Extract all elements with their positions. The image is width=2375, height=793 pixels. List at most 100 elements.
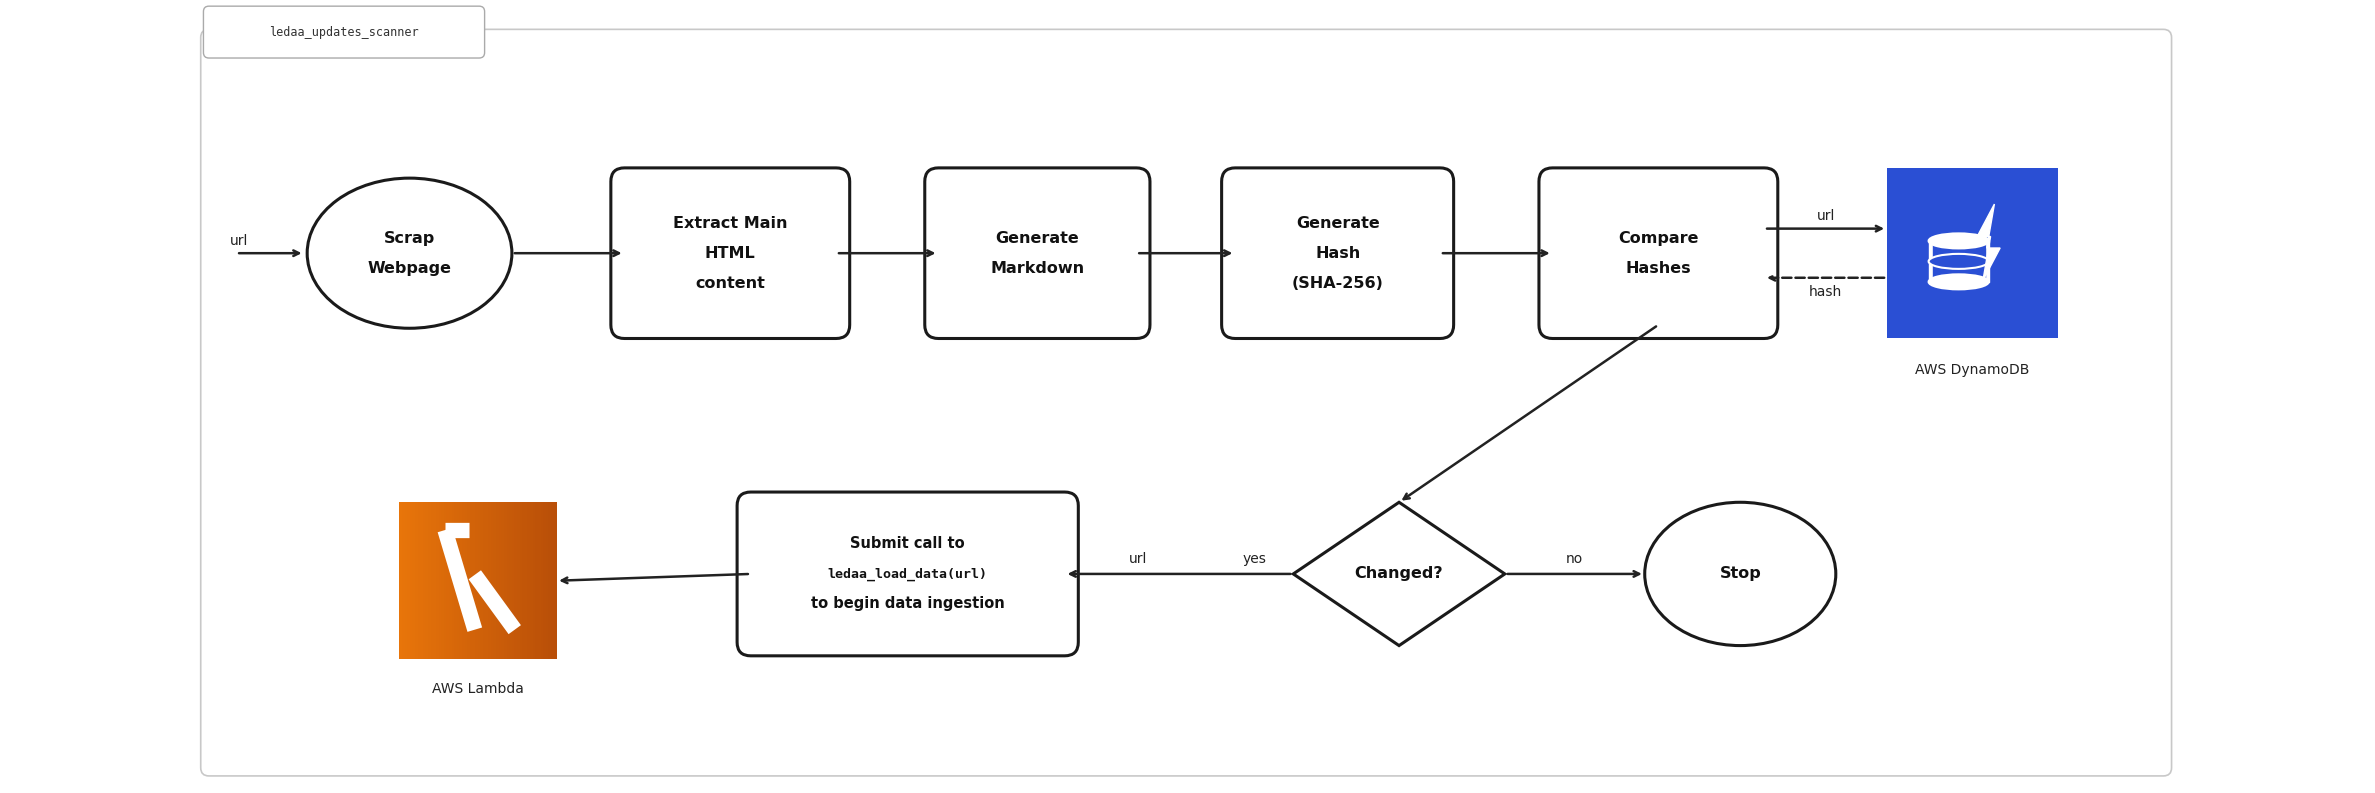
Bar: [532, 502, 537, 659]
FancyBboxPatch shape: [1539, 168, 1779, 339]
Bar: [470, 502, 473, 659]
Text: Stop: Stop: [1720, 566, 1762, 581]
Bar: [411, 502, 413, 659]
Bar: [399, 502, 404, 659]
Bar: [544, 502, 546, 659]
Bar: [425, 502, 430, 659]
Bar: [484, 502, 489, 659]
Bar: [511, 502, 515, 659]
Bar: [553, 502, 558, 659]
Bar: [525, 502, 527, 659]
Bar: [506, 502, 511, 659]
Text: AWS DynamoDB: AWS DynamoDB: [1914, 363, 2031, 377]
Bar: [454, 502, 458, 659]
FancyBboxPatch shape: [202, 29, 2171, 776]
Bar: [430, 502, 435, 659]
Bar: [451, 502, 456, 659]
Bar: [522, 502, 525, 659]
Bar: [501, 502, 504, 659]
Text: Hashes: Hashes: [1625, 261, 1691, 276]
Bar: [480, 502, 484, 659]
Text: (SHA-256): (SHA-256): [1292, 276, 1385, 291]
Bar: [416, 502, 418, 659]
Ellipse shape: [1929, 233, 1988, 248]
Text: Webpage: Webpage: [368, 261, 451, 276]
Bar: [458, 502, 463, 659]
Ellipse shape: [1929, 254, 1988, 269]
Text: url: url: [230, 234, 247, 247]
FancyBboxPatch shape: [610, 168, 850, 339]
Bar: [449, 502, 451, 659]
Bar: [549, 502, 551, 659]
Bar: [473, 502, 475, 659]
Bar: [546, 502, 549, 659]
Bar: [492, 502, 494, 659]
Text: Generate: Generate: [995, 231, 1078, 246]
Bar: [539, 502, 542, 659]
Text: hash: hash: [1810, 285, 1843, 299]
Bar: [489, 502, 492, 659]
Bar: [520, 502, 522, 659]
Bar: [466, 502, 468, 659]
Text: url: url: [1128, 552, 1147, 565]
Bar: [404, 502, 408, 659]
Bar: [468, 502, 470, 659]
Bar: [527, 502, 530, 659]
Bar: [418, 502, 420, 659]
Bar: [423, 502, 425, 659]
Text: ledaa_load_data(url): ledaa_load_data(url): [829, 567, 988, 580]
Bar: [428, 502, 432, 659]
Bar: [413, 502, 416, 659]
FancyBboxPatch shape: [924, 168, 1150, 339]
Bar: [437, 502, 439, 659]
Text: to begin data ingestion: to begin data ingestion: [810, 596, 1005, 611]
Text: Generate: Generate: [1297, 216, 1380, 231]
Bar: [406, 502, 411, 659]
Bar: [442, 502, 444, 659]
Ellipse shape: [306, 178, 513, 328]
Text: content: content: [696, 276, 765, 291]
Bar: [475, 502, 477, 659]
Ellipse shape: [1646, 502, 1836, 646]
Bar: [446, 502, 449, 659]
Bar: [518, 502, 520, 659]
Bar: [1888, 168, 2057, 339]
FancyBboxPatch shape: [736, 492, 1078, 656]
Bar: [420, 502, 423, 659]
Bar: [551, 502, 553, 659]
Bar: [515, 502, 518, 659]
FancyBboxPatch shape: [1221, 168, 1454, 339]
Bar: [456, 502, 461, 659]
Bar: [477, 502, 482, 659]
Bar: [444, 502, 446, 659]
FancyBboxPatch shape: [204, 6, 484, 58]
Text: Extract Main: Extract Main: [672, 216, 788, 231]
Bar: [504, 502, 508, 659]
Bar: [499, 502, 501, 659]
Text: Submit call to: Submit call to: [850, 536, 964, 551]
Text: Scrap: Scrap: [385, 231, 435, 246]
Text: HTML: HTML: [705, 246, 755, 261]
Bar: [508, 502, 513, 659]
Bar: [534, 502, 539, 659]
Bar: [432, 502, 437, 659]
Text: yes: yes: [1242, 552, 1266, 565]
Bar: [496, 502, 499, 659]
Text: Markdown: Markdown: [990, 261, 1085, 276]
Polygon shape: [1978, 204, 2000, 281]
Bar: [482, 502, 487, 659]
Ellipse shape: [1929, 274, 1988, 289]
Text: no: no: [1565, 552, 1584, 565]
Bar: [401, 502, 406, 659]
Polygon shape: [1294, 502, 1506, 646]
Bar: [463, 502, 466, 659]
Bar: [530, 502, 534, 659]
Bar: [542, 502, 544, 659]
Bar: [439, 502, 442, 659]
Bar: [494, 502, 496, 659]
Text: Compare: Compare: [1617, 231, 1698, 246]
Text: Changed?: Changed?: [1354, 566, 1444, 581]
Text: url: url: [1817, 209, 1836, 223]
Text: Hash: Hash: [1316, 246, 1361, 261]
Text: AWS Lambda: AWS Lambda: [432, 683, 525, 696]
